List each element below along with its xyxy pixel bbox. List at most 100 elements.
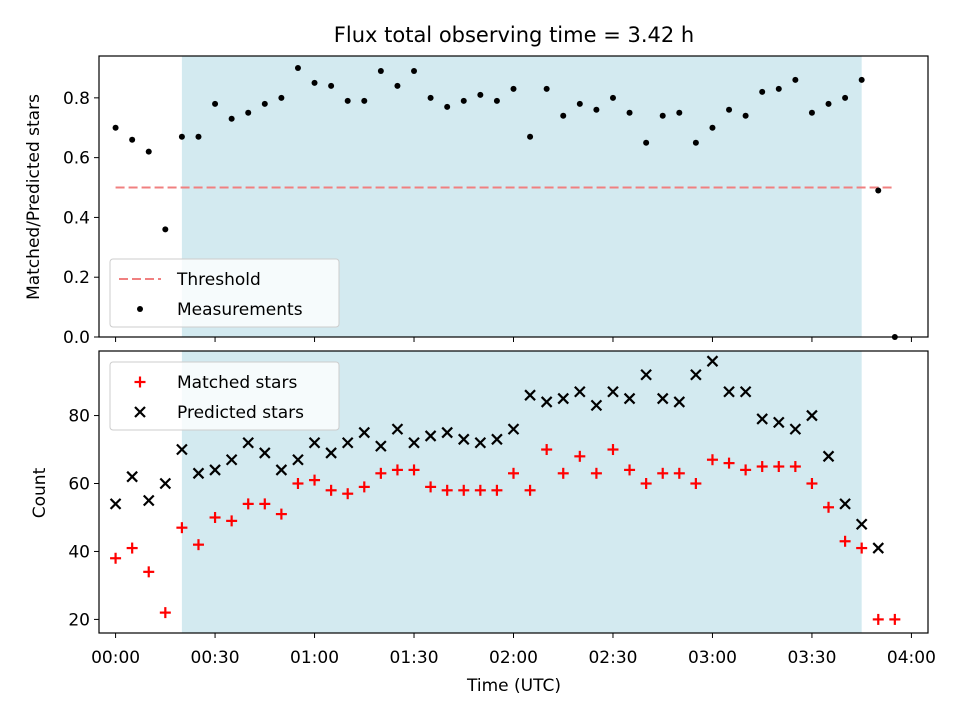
data-point bbox=[427, 94, 434, 101]
data-point bbox=[656, 392, 669, 405]
data-point bbox=[690, 369, 702, 381]
data-point bbox=[460, 97, 467, 104]
x-tick-label: 03:00 bbox=[688, 648, 737, 668]
series-predicted-stars bbox=[109, 355, 885, 554]
data-point bbox=[640, 478, 652, 490]
data-point bbox=[706, 355, 719, 367]
data-point bbox=[872, 613, 884, 625]
data-point bbox=[657, 467, 669, 479]
data-point bbox=[159, 607, 171, 619]
data-point bbox=[278, 94, 285, 101]
data-point bbox=[325, 484, 337, 496]
data-point bbox=[143, 566, 155, 578]
data-point bbox=[676, 109, 683, 116]
data-point bbox=[294, 64, 301, 71]
data-point bbox=[875, 187, 882, 194]
data-point bbox=[541, 444, 553, 456]
data-point bbox=[590, 467, 602, 479]
data-point bbox=[590, 399, 603, 412]
chart-title: Flux total observing time = 3.42 h bbox=[334, 23, 694, 47]
top-panel-ratio: 0.0 0.2 0.4 0.6 0.8 Threshold Measurements bbox=[63, 55, 929, 348]
legend-marker bbox=[134, 406, 146, 418]
legend-entry: Matched stars bbox=[134, 373, 297, 393]
data-point bbox=[311, 79, 318, 86]
data-point bbox=[624, 464, 636, 476]
series-measurements bbox=[112, 64, 898, 340]
data-point bbox=[773, 416, 785, 429]
data-point bbox=[328, 82, 335, 89]
data-point bbox=[856, 542, 868, 554]
x-tick-label: 01:00 bbox=[290, 648, 339, 668]
legend-label: Matched stars bbox=[177, 373, 297, 393]
data-point bbox=[309, 474, 321, 486]
data-point bbox=[792, 76, 799, 83]
legend-box bbox=[109, 258, 340, 328]
data-point bbox=[709, 124, 716, 131]
data-point bbox=[593, 106, 600, 113]
data-point bbox=[659, 112, 666, 119]
data-point bbox=[756, 413, 768, 425]
data-point bbox=[508, 467, 519, 479]
legend-entry: Predicted stars bbox=[134, 403, 304, 423]
x-tick-label: 04:00 bbox=[887, 648, 936, 668]
y-tick-label: 0.6 bbox=[63, 149, 90, 169]
data-point bbox=[493, 97, 500, 104]
data-point bbox=[491, 433, 503, 446]
data-point bbox=[424, 430, 437, 442]
data-point bbox=[524, 389, 536, 401]
legend-box bbox=[109, 361, 340, 431]
data-point bbox=[872, 542, 885, 554]
data-point bbox=[209, 511, 221, 523]
data-point bbox=[292, 453, 304, 466]
data-point bbox=[225, 453, 238, 466]
data-point bbox=[245, 109, 252, 116]
bottom-y-axis-label: Count bbox=[30, 467, 50, 518]
x-tick-label: 03:30 bbox=[787, 648, 836, 668]
data-point bbox=[574, 450, 586, 462]
data-point bbox=[195, 133, 202, 140]
data-point bbox=[342, 488, 354, 500]
data-point bbox=[259, 498, 271, 510]
data-point bbox=[377, 67, 384, 74]
data-point bbox=[192, 539, 204, 551]
legend: Matched stars Predicted stars bbox=[109, 361, 340, 431]
data-point bbox=[510, 85, 517, 92]
data-point bbox=[126, 542, 138, 554]
data-point bbox=[308, 436, 321, 449]
data-point bbox=[723, 385, 735, 398]
data-point bbox=[740, 464, 752, 476]
data-point bbox=[839, 535, 851, 547]
data-point bbox=[808, 109, 815, 116]
data-point bbox=[344, 97, 351, 104]
data-point bbox=[557, 392, 570, 405]
data-point bbox=[543, 85, 550, 92]
data-point bbox=[457, 433, 470, 446]
data-point bbox=[477, 91, 484, 98]
data-point bbox=[759, 88, 766, 95]
data-point bbox=[474, 484, 486, 496]
legend-entry: Threshold bbox=[119, 270, 261, 290]
data-point bbox=[607, 385, 619, 398]
data-point bbox=[673, 467, 685, 479]
data-point bbox=[411, 67, 418, 74]
legend-entry: Measurements bbox=[137, 300, 303, 320]
y-tick-label: 0.0 bbox=[63, 328, 90, 348]
data-point bbox=[574, 385, 586, 398]
y-tick-label: 80 bbox=[68, 407, 90, 427]
y-tick-label: 60 bbox=[68, 475, 90, 495]
x-axis-label: Time (UTC) bbox=[466, 676, 561, 696]
x-tick-label: 02:30 bbox=[588, 648, 637, 668]
data-point bbox=[242, 436, 254, 449]
data-point bbox=[228, 115, 235, 122]
data-point bbox=[742, 112, 749, 119]
data-point bbox=[275, 464, 288, 476]
data-point bbox=[775, 85, 782, 92]
data-point bbox=[609, 94, 616, 101]
data-point bbox=[673, 396, 686, 408]
data-point bbox=[126, 470, 138, 483]
data-point bbox=[441, 484, 453, 496]
data-point bbox=[261, 100, 268, 107]
x-tick-label: 00:00 bbox=[91, 648, 140, 668]
data-point bbox=[706, 454, 718, 466]
